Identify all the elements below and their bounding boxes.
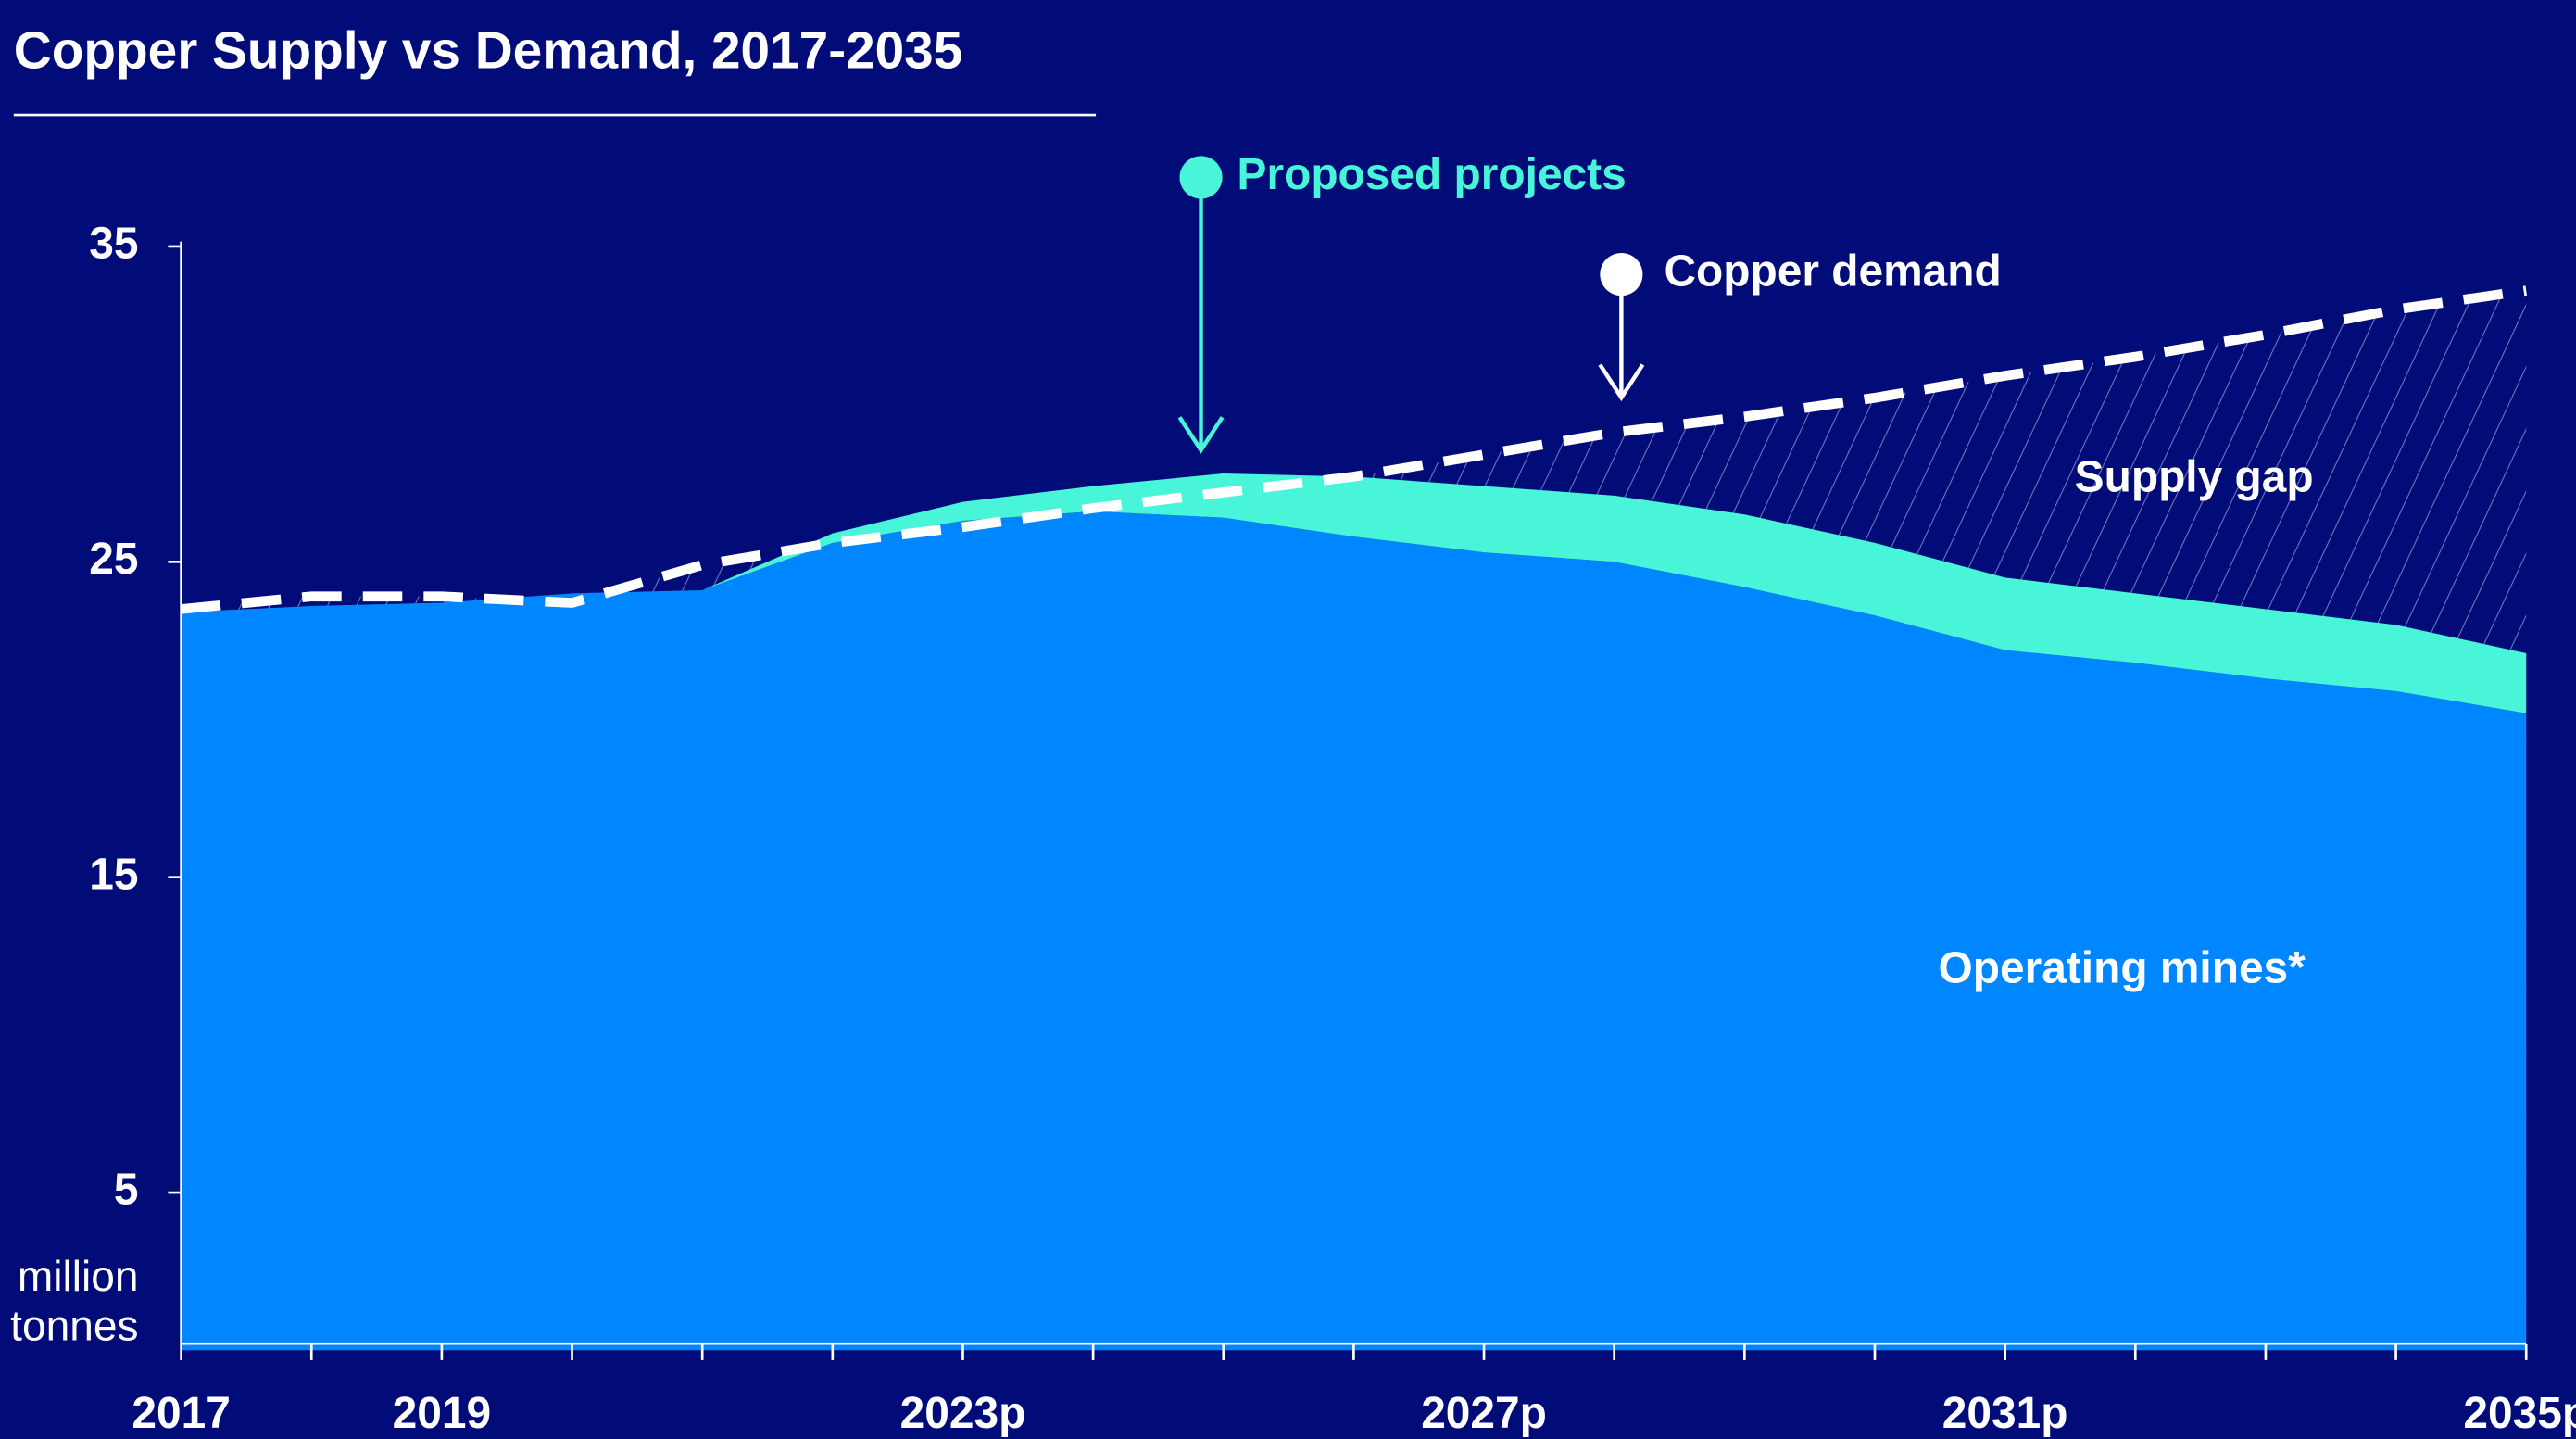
x-tick-label: 2035p bbox=[2463, 1389, 2576, 1438]
arrow-head bbox=[1177, 416, 1225, 454]
chart-title: Copper Supply vs Demand, 2017-2035 bbox=[14, 21, 962, 80]
series-label: Proposed projects bbox=[1238, 150, 1627, 199]
y-tick-label: 25 bbox=[89, 535, 138, 584]
series-label: Copper demand bbox=[1664, 247, 2001, 297]
y-tick-label: 15 bbox=[89, 850, 138, 899]
annotation: Supply gap bbox=[2075, 452, 2314, 501]
y-axis-label: million bbox=[18, 1252, 139, 1300]
x-tick-label: 2017 bbox=[132, 1389, 230, 1438]
x-tick-label: 2023p bbox=[900, 1389, 1026, 1438]
y-axis-label: tonnes bbox=[10, 1301, 138, 1349]
x-tick-label: 2031p bbox=[1942, 1389, 2068, 1438]
marker bbox=[1600, 253, 1643, 297]
area bbox=[181, 473, 2527, 713]
area bbox=[181, 511, 2527, 1351]
y-tick-label: 35 bbox=[89, 220, 138, 269]
demand-line bbox=[181, 285, 2527, 614]
x-tick-label: 2027p bbox=[1421, 1389, 1547, 1438]
x-tick-label: 2019 bbox=[393, 1389, 491, 1438]
arrow-head bbox=[1598, 363, 1645, 402]
marker bbox=[1179, 156, 1223, 199]
plot: 5 15 25 35 2017 2019 2023p 2027p 2031p 2035p bbox=[89, 220, 2576, 1438]
series-label: Operating mines* bbox=[1939, 943, 2306, 992]
y-tick-label: 5 bbox=[114, 1166, 139, 1215]
